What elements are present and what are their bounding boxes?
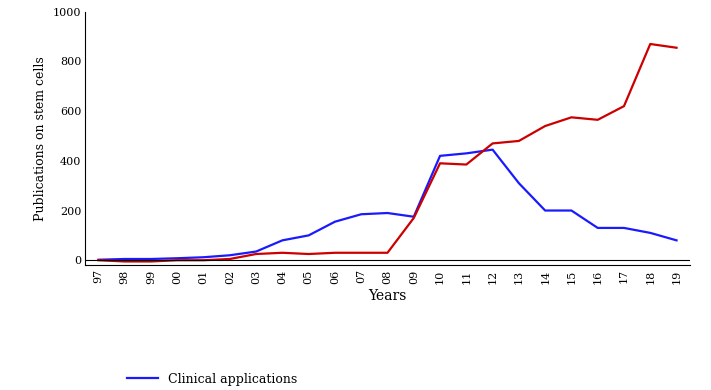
Molecular mechanisms (278, 250, 287, 255)
Clinical applications (462, 151, 471, 156)
Molecular mechanisms (567, 115, 576, 120)
Clinical applications (383, 211, 392, 215)
Molecular mechanisms (173, 258, 181, 262)
Molecular mechanisms (199, 258, 208, 262)
Molecular mechanisms (673, 45, 681, 50)
Clinical applications (515, 181, 523, 186)
Legend: Clinical applications, Molecular mechanisms: Clinical applications, Molecular mechani… (122, 368, 319, 390)
Clinical applications (199, 255, 208, 260)
Molecular mechanisms (515, 138, 523, 143)
Molecular mechanisms (146, 259, 155, 264)
Molecular mechanisms (436, 161, 444, 166)
Clinical applications (488, 147, 497, 152)
Molecular mechanisms (488, 141, 497, 146)
Molecular mechanisms (410, 216, 418, 220)
Clinical applications (673, 238, 681, 243)
Molecular mechanisms (225, 257, 234, 261)
Molecular mechanisms (357, 250, 365, 255)
Clinical applications (594, 225, 602, 230)
Molecular mechanisms (120, 259, 129, 264)
Clinical applications (146, 257, 155, 261)
Clinical applications (304, 233, 313, 238)
Clinical applications (567, 208, 576, 213)
Molecular mechanisms (383, 250, 392, 255)
Molecular mechanisms (594, 117, 602, 122)
Clinical applications (331, 219, 339, 224)
Line: Molecular mechanisms: Molecular mechanisms (98, 44, 677, 261)
Molecular mechanisms (94, 258, 102, 262)
Clinical applications (541, 208, 550, 213)
Clinical applications (252, 249, 260, 254)
Y-axis label: Publications on stem cells: Publications on stem cells (34, 56, 47, 221)
Clinical applications (357, 212, 365, 216)
Clinical applications (225, 253, 234, 258)
Line: Clinical applications: Clinical applications (98, 150, 677, 260)
Molecular mechanisms (304, 252, 313, 256)
Clinical applications (620, 225, 629, 230)
Clinical applications (173, 256, 181, 261)
Clinical applications (410, 215, 418, 219)
Molecular mechanisms (620, 104, 629, 108)
Molecular mechanisms (331, 250, 339, 255)
Clinical applications (94, 257, 102, 262)
Clinical applications (278, 238, 287, 243)
Molecular mechanisms (462, 162, 471, 167)
X-axis label: Years: Years (368, 289, 407, 303)
Molecular mechanisms (646, 42, 655, 46)
Clinical applications (120, 257, 129, 261)
Clinical applications (646, 230, 655, 235)
Clinical applications (436, 154, 444, 158)
Molecular mechanisms (541, 124, 550, 128)
Molecular mechanisms (252, 252, 260, 256)
